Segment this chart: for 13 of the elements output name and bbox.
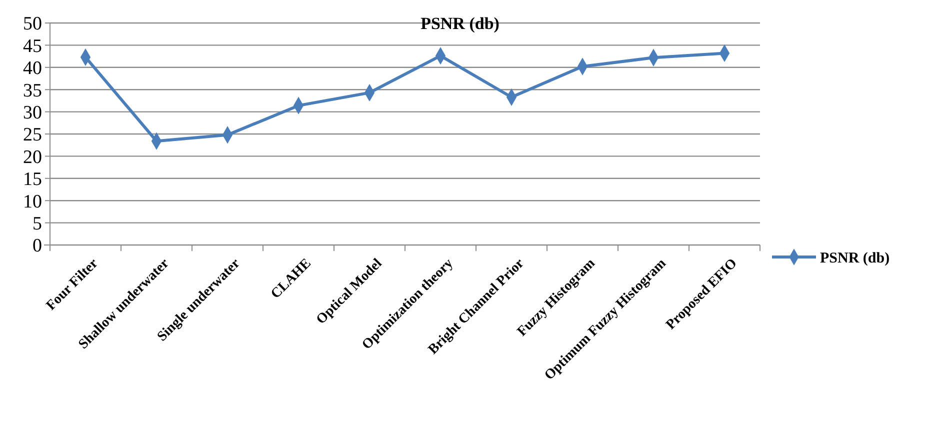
y-tick-label: 25 [23, 124, 42, 146]
y-tick-label: 30 [23, 102, 42, 124]
y-tick-label: 20 [23, 146, 42, 168]
y-tick-label: 40 [23, 58, 42, 80]
y-tick-label: 5 [32, 213, 42, 234]
chart-title: PSNR (db) [420, 14, 500, 33]
legend-label: PSNR (db) [820, 250, 890, 266]
y-tick-label: 50 [23, 14, 42, 35]
y-tick-label: 0 [32, 236, 42, 257]
y-tick-label: 15 [23, 169, 42, 190]
y-tick-label: 35 [23, 80, 42, 102]
y-tick-label: 45 [23, 36, 42, 57]
y-tick-label: 10 [23, 191, 42, 212]
